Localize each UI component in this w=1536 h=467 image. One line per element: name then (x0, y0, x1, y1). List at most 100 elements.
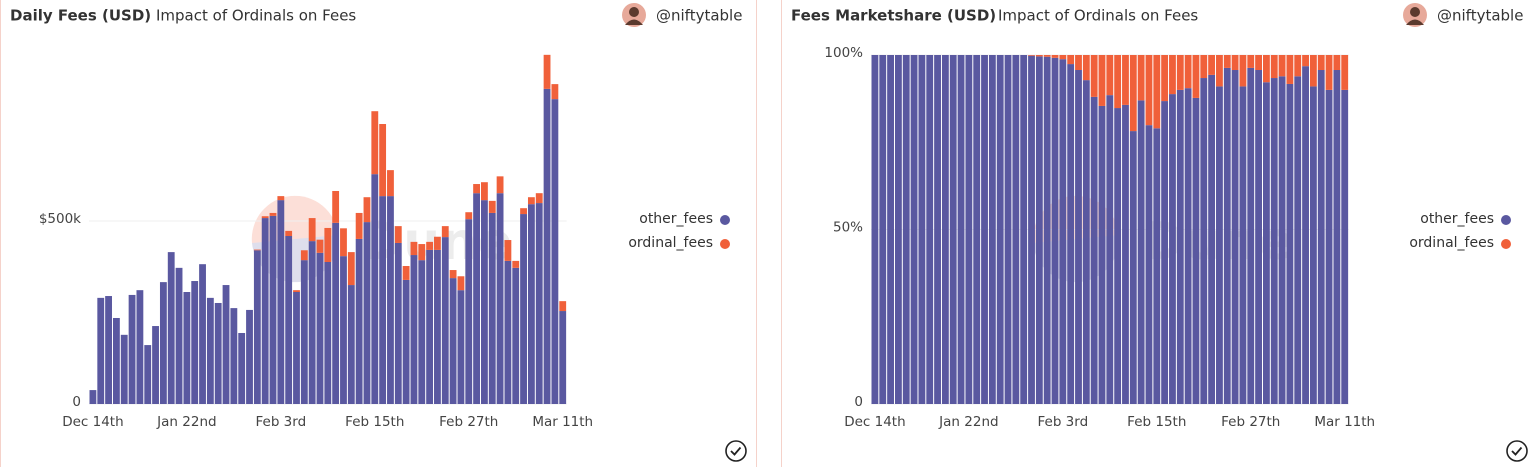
x-tick-label: Feb 27th (439, 414, 498, 430)
bar-segment (1114, 108, 1122, 404)
bar-segment (332, 222, 340, 404)
bar-segment (277, 200, 285, 404)
bar-segment (434, 236, 441, 250)
bar-segment (1020, 55, 1028, 404)
bar-segment (152, 326, 159, 404)
avatar-head (1410, 7, 1420, 17)
bar-segment (1106, 55, 1114, 96)
bar-segment (1333, 70, 1341, 405)
bar-segment (543, 54, 551, 89)
legend-label: other_fees (639, 211, 713, 227)
bar-segment (293, 290, 300, 293)
bar-segment (1028, 55, 1035, 56)
bar-segment (965, 55, 973, 404)
bar-segment (441, 226, 449, 238)
bar-segment (379, 196, 387, 404)
bar-segment (387, 170, 394, 197)
bar-segment (1294, 76, 1302, 404)
bar-segment (1129, 55, 1137, 132)
bar-segment (1059, 59, 1067, 405)
bar-segment (347, 252, 355, 286)
bar-segment (1247, 67, 1255, 405)
bar-segment (112, 317, 120, 404)
bar-segment (1145, 55, 1153, 126)
bar-segment (379, 124, 387, 197)
bar-segment (887, 55, 894, 404)
bar-segment (1184, 55, 1192, 89)
bar-segment (394, 226, 402, 243)
x-tick-label: Jan 22nd (156, 414, 216, 430)
bar-segment (559, 301, 567, 312)
bar-segment (1192, 97, 1200, 404)
bar-segment (996, 55, 1004, 404)
bar-segment (340, 256, 347, 404)
bar-segment (504, 240, 512, 261)
bar-segment (1067, 55, 1075, 65)
bar-segment (1263, 82, 1270, 405)
bar-segment (300, 250, 308, 261)
x-tick-label: Feb 15th (345, 414, 404, 430)
bar-segment (355, 212, 363, 239)
x-tick-label: Feb 27th (1221, 414, 1280, 430)
bar-segment (89, 390, 97, 404)
x-tick-label: Dec 14th (844, 414, 905, 430)
x-tick-label: Feb 15th (1127, 414, 1186, 430)
bar-segment (457, 290, 465, 404)
legend-swatch (720, 239, 730, 249)
bar-segment (1004, 55, 1012, 404)
bar-segment (918, 55, 926, 404)
bar-segment (1341, 55, 1349, 90)
bar-segment (269, 215, 277, 404)
bar-segment (1161, 101, 1169, 405)
bar-segment (1129, 131, 1137, 404)
bar-segment (1059, 55, 1067, 60)
bar-segment (527, 197, 535, 205)
bar-segment (512, 267, 520, 404)
bar-segment (387, 196, 394, 404)
bar-segment (551, 99, 559, 404)
bar-segment (191, 281, 199, 404)
bar-segment (308, 241, 316, 404)
bar-segment (1098, 55, 1106, 106)
bar-segment (1216, 55, 1223, 87)
bar-segment (520, 208, 527, 215)
bar-segment (1231, 55, 1239, 71)
bar-segment (394, 242, 402, 404)
bar-segment (434, 249, 441, 404)
bar-segment (1028, 55, 1035, 404)
bar-segment (1122, 55, 1129, 105)
bar-segment (473, 193, 480, 404)
bar-segment (175, 267, 183, 404)
bar-segment (418, 244, 426, 261)
bar-segment (1051, 55, 1059, 58)
bar-segment (128, 294, 136, 404)
chart-subtitle: Impact of Ordinals on Fees (998, 7, 1198, 25)
y-tick-label: 50% (833, 220, 863, 236)
bar-segment (559, 311, 567, 404)
bar-segment (902, 55, 910, 404)
bar-segment (473, 184, 480, 194)
bar-segment (1075, 70, 1082, 405)
bar-segment (300, 260, 308, 404)
bar-segment (324, 227, 332, 262)
x-tick-label: Jan 22nd (938, 414, 998, 430)
bar-segment (159, 282, 167, 404)
bar-segment (1153, 55, 1161, 129)
bar-segment (1012, 55, 1020, 404)
bar-segment (1161, 55, 1169, 102)
bar-segment (410, 255, 418, 404)
bar-segment (1278, 55, 1286, 77)
bar-segment (1122, 104, 1129, 405)
bar-segment (535, 193, 543, 204)
check-icon (1506, 440, 1528, 462)
bar-segment (488, 200, 496, 213)
bar-segment (488, 212, 496, 404)
bar-segment (1270, 55, 1278, 79)
bar-segment (1114, 55, 1122, 109)
bar-segment (926, 55, 934, 404)
x-tick-label: Feb 3rd (1037, 414, 1088, 430)
bar-segment (1200, 55, 1208, 79)
bar-segment (402, 279, 410, 404)
chart-title: Daily Fees (USD) (10, 7, 151, 25)
bar-segment (981, 55, 988, 404)
